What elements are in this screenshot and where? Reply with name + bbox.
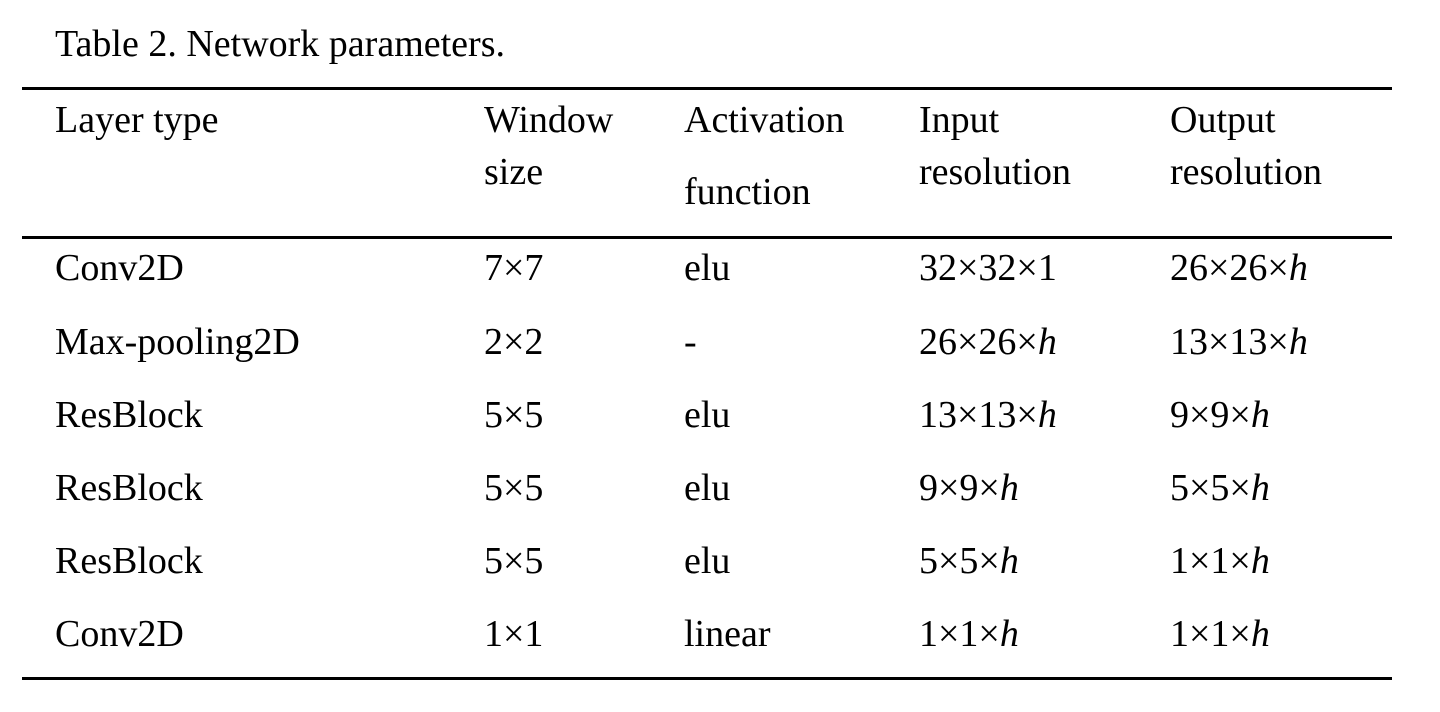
- cell-output-resolution: 13×13×h: [1170, 320, 1308, 364]
- input-dims: 5×5×: [919, 540, 1000, 582]
- cell-input-resolution: 26×26×h: [919, 320, 1057, 364]
- header-output-line1: Output: [1170, 99, 1276, 141]
- header-window-line2: size: [484, 151, 544, 193]
- output-dims: 13×13×: [1170, 321, 1289, 363]
- cell-output-resolution: 1×1×h: [1170, 612, 1270, 656]
- cell-layer-type: Conv2D: [55, 613, 184, 655]
- output-var: h: [1288, 321, 1308, 363]
- bottom-rule: [22, 677, 1392, 680]
- cell-activation: linear: [684, 613, 771, 655]
- cell-activation: elu: [684, 247, 731, 289]
- input-dims: 26×26×: [919, 321, 1038, 363]
- output-var: h: [1250, 467, 1270, 509]
- cell-activation: -: [684, 321, 697, 363]
- input-dims: 9×9×: [919, 467, 1000, 509]
- cell-activation: elu: [684, 467, 731, 509]
- output-dims: 1×1×: [1170, 613, 1251, 655]
- cell-layer-type: ResBlock: [55, 394, 203, 436]
- output-var: h: [1250, 540, 1270, 582]
- cell-layer-type: ResBlock: [55, 467, 203, 509]
- header-layer-type: Layer type: [55, 98, 219, 142]
- cell-input-resolution: 1×1×h: [919, 612, 1019, 656]
- output-dims: 26×26×: [1170, 247, 1289, 289]
- header-window-size: Window size: [484, 98, 613, 194]
- cell-output-resolution: 26×26×h: [1170, 246, 1308, 290]
- input-var: h: [1037, 321, 1057, 363]
- cell-layer-type: ResBlock: [55, 540, 203, 582]
- cell-window-size: 5×5: [484, 467, 544, 509]
- input-var: h: [999, 540, 1019, 582]
- output-dims: 1×1×: [1170, 540, 1251, 582]
- input-dims: 32×32×1: [919, 247, 1057, 289]
- cell-layer-type: Max-pooling2D: [55, 321, 300, 363]
- input-var: h: [999, 467, 1019, 509]
- cell-input-resolution: 13×13×h: [919, 393, 1057, 437]
- input-var: h: [1037, 394, 1057, 436]
- cell-window-size: 1×1: [484, 613, 544, 655]
- input-var: h: [999, 613, 1019, 655]
- header-output-line2: resolution: [1170, 151, 1322, 193]
- cell-layer-type: Conv2D: [55, 247, 184, 289]
- cell-input-resolution: 32×32×1: [919, 246, 1057, 290]
- cell-window-size: 7×7: [484, 247, 544, 289]
- header-activation-line2: function: [684, 171, 811, 213]
- output-var: h: [1288, 247, 1308, 289]
- header-input-resolution: Input resolution: [919, 98, 1071, 194]
- header-activation-line1: Activation: [684, 99, 845, 141]
- cell-output-resolution: 5×5×h: [1170, 466, 1270, 510]
- cell-window-size: 5×5: [484, 394, 544, 436]
- output-dims: 9×9×: [1170, 394, 1251, 436]
- output-var: h: [1250, 613, 1270, 655]
- cell-input-resolution: 5×5×h: [919, 539, 1019, 583]
- header-rule: [22, 236, 1392, 239]
- header-window-line1: Window: [484, 99, 614, 141]
- header-layer-type-line1: Layer type: [55, 99, 219, 141]
- cell-input-resolution: 9×9×h: [919, 466, 1019, 510]
- cell-window-size: 5×5: [484, 540, 544, 582]
- input-dims: 1×1×: [919, 613, 1000, 655]
- input-dims: 13×13×: [919, 394, 1038, 436]
- cell-window-size: 2×2: [484, 321, 544, 363]
- cell-activation: elu: [684, 540, 731, 582]
- table-caption: Table 2. Network parameters.: [55, 23, 505, 65]
- header-input-line1: Input: [919, 99, 1000, 141]
- header-input-line2: resolution: [919, 151, 1071, 193]
- header-activation-function: Activation function: [684, 98, 844, 214]
- cell-output-resolution: 9×9×h: [1170, 393, 1270, 437]
- header-output-resolution: Output resolution: [1170, 98, 1322, 194]
- cell-output-resolution: 1×1×h: [1170, 539, 1270, 583]
- cell-activation: elu: [684, 394, 731, 436]
- top-rule: [22, 87, 1392, 90]
- output-var: h: [1250, 394, 1270, 436]
- output-dims: 5×5×: [1170, 467, 1251, 509]
